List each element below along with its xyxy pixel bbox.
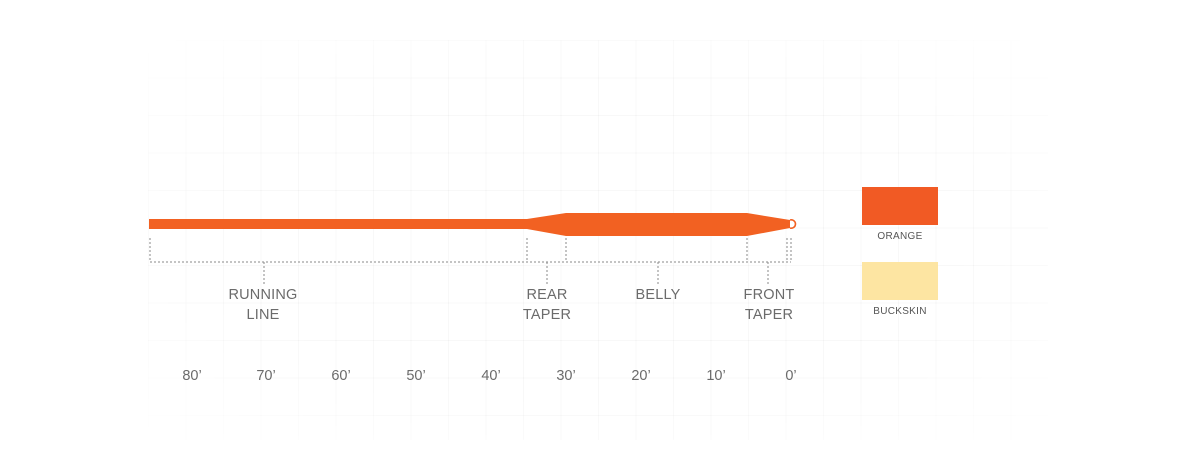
section-label-front-taper: FRONT TAPER [744, 285, 795, 325]
head-segment [527, 213, 790, 236]
tick-40: 40’ [481, 368, 501, 384]
tick-50: 50’ [406, 368, 426, 384]
legend-label-buckskin: BUCKSKIN [873, 306, 927, 317]
front-taper-label-1: FRONT [743, 287, 795, 303]
tick-10: 10’ [706, 368, 726, 384]
belly-label: BELLY [635, 287, 681, 303]
background-grid [148, 40, 1048, 440]
tick-60: 60’ [331, 368, 351, 384]
tick-20: 20’ [631, 368, 651, 384]
front-taper-label-2: TAPER [744, 307, 794, 323]
swatch-orange [862, 187, 938, 225]
running-line-segment [149, 219, 529, 229]
section-label-running-line: RUNNING LINE [228, 285, 297, 325]
section-label-rear-taper: REAR TAPER [523, 285, 571, 325]
section-label-belly: BELLY [635, 285, 680, 305]
welded-loop-icon [789, 219, 797, 229]
rear-taper-label-1: REAR [526, 287, 568, 303]
section-brackets [149, 238, 792, 285]
swatch-buckskin [862, 262, 938, 300]
tick-0: 0’ [785, 368, 797, 384]
running-line-label-2: LINE [246, 307, 280, 323]
legend-label-orange: ORANGE [877, 231, 923, 242]
tick-80: 80’ [182, 368, 202, 384]
rear-taper-label-2: TAPER [522, 307, 572, 323]
tick-30: 30’ [556, 368, 576, 384]
running-line-label-1: RUNNING [228, 287, 298, 303]
tick-70: 70’ [256, 368, 276, 384]
